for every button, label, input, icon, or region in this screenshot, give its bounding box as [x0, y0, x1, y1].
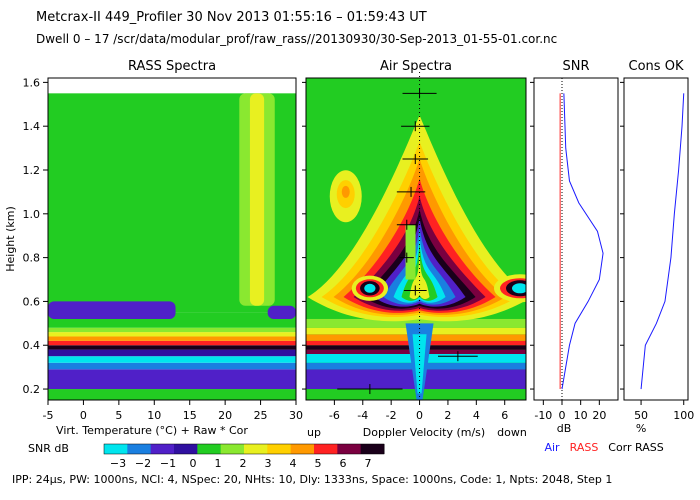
- air-xtick-label: 6: [501, 409, 508, 422]
- rass-xtick-label: 30: [289, 409, 303, 422]
- rass-ytick-label: 1.0: [23, 208, 41, 221]
- colorbar-tick-label: 2: [240, 457, 247, 470]
- rass-ytick-label: 0.8: [23, 252, 41, 265]
- air-xtick-label: 0: [416, 409, 423, 422]
- cons-title: Cons OK: [629, 59, 684, 74]
- snr-series-line: [561, 93, 604, 390]
- colorbar-tick-label: 5: [315, 457, 322, 470]
- header-dwell: Dwell 0 – 17 /scr/data/modular_prof/raw_…: [36, 32, 558, 46]
- rass-frame: [47, 77, 297, 401]
- rass-xtick-label: 15: [183, 409, 197, 422]
- air-frame: [305, 77, 527, 401]
- colorbar-tick-label: 1: [215, 457, 222, 470]
- colorbar-tick-label: 0: [190, 457, 197, 470]
- colorbar-swatch: [197, 444, 222, 454]
- footer-parameters: IPP: 24μs, PW: 1000ns, NCI: 4, NSpec: 20…: [12, 473, 613, 486]
- air-spike-core: [412, 334, 427, 394]
- legend-rass: RASS: [570, 441, 599, 454]
- rass-band: [48, 369, 296, 390]
- air-title: Air Spectra: [380, 59, 452, 74]
- rass-ytick-label: 1.2: [23, 164, 41, 177]
- rass-band: [48, 340, 296, 346]
- colorbar-swatch: [127, 444, 152, 454]
- colorbar-tick-label: 6: [340, 457, 347, 470]
- rass-xtick-label: 0: [80, 409, 87, 422]
- colorbar-label: SNR dB: [28, 442, 69, 455]
- colorbar-swatch: [150, 444, 175, 454]
- air-side-lobe: [512, 283, 526, 294]
- air-upper-blob: [341, 185, 350, 198]
- rass-xtick-label: -5: [43, 409, 54, 422]
- snr-frame: [533, 77, 619, 401]
- rass-xtick-label: 5: [115, 409, 122, 422]
- colorbar-tick-label: 3: [265, 457, 272, 470]
- rass-ytick-label: 1.4: [23, 120, 41, 133]
- colorbar-tick-label: −2: [135, 457, 151, 470]
- colorbar-swatch: [174, 444, 198, 454]
- air-xtick-label: -6: [329, 409, 340, 422]
- rass-ytick-label: 0.6: [23, 295, 41, 308]
- rass-band: [48, 327, 296, 333]
- air-xlabel-down: down: [497, 426, 527, 439]
- rass-title: RASS Spectra: [128, 59, 216, 74]
- cons-xtick-label: 50: [634, 409, 648, 422]
- rass-ytick-label: 0.4: [23, 339, 41, 352]
- cons-xlabel: %: [636, 422, 646, 435]
- legend-corr-rass: Corr RASS: [608, 441, 663, 454]
- rass-band: [48, 356, 296, 363]
- colorbar-frame: [103, 443, 385, 455]
- rass-band: [48, 349, 296, 357]
- y-axis-label: Height (km): [4, 206, 17, 272]
- air-side-lobe: [364, 283, 376, 293]
- colorbar-tick-label: 4: [290, 457, 297, 470]
- colorbar-swatch: [314, 444, 338, 454]
- rass-feature: [267, 305, 296, 319]
- colorbar-swatch: [337, 444, 362, 454]
- rass-band: [48, 362, 296, 370]
- rass-xtick-label: 20: [218, 409, 232, 422]
- air-xlabel: Doppler Velocity (m/s): [363, 426, 485, 439]
- rass-band: [48, 389, 296, 400]
- rass-xtick-label: 10: [147, 409, 161, 422]
- air-xtick-label: -4: [357, 409, 368, 422]
- rass-feature: [48, 301, 176, 319]
- snr-xtick-label: -10: [534, 409, 552, 422]
- rass-spectra-field: [48, 93, 296, 400]
- legend-air: Air: [544, 441, 560, 454]
- air-xlabel-up: up: [307, 426, 321, 439]
- colorbar-swatch: [290, 444, 315, 454]
- colorbar-swatch: [220, 444, 245, 454]
- air-xtick-label: 2: [444, 409, 451, 422]
- cons-frame: [623, 77, 689, 401]
- colorbar-swatch: [244, 444, 268, 454]
- cons-series-line: [640, 93, 685, 390]
- colorbar-swatch: [104, 444, 128, 454]
- snr-xtick-label: 0: [559, 409, 566, 422]
- colorbar-swatch: [267, 444, 292, 454]
- colorbar-tick-label: −3: [110, 457, 126, 470]
- air-inner-patch: [405, 224, 416, 280]
- rass-band: [48, 332, 296, 337]
- header-title: Metcrax-II 449_Profiler 30 Nov 2013 01:5…: [36, 10, 427, 25]
- rass-ytick-label: 1.6: [23, 76, 41, 89]
- snr-xtick-label: 20: [592, 409, 606, 422]
- cons-xtick-label: 100: [673, 409, 694, 422]
- rass-xlabel: Virt. Temperature (°C) + Raw * Cor: [56, 424, 248, 437]
- colorbar-swatch: [360, 444, 385, 454]
- air-contour: [409, 251, 430, 300]
- snr-xlabel: dB: [557, 422, 572, 435]
- rass-feature: [249, 93, 265, 306]
- rass-ytick-label: 0.2: [23, 383, 41, 396]
- colorbar-tick-label: 7: [365, 457, 372, 470]
- snr-title: SNR: [562, 59, 589, 74]
- colorbar-tick-label: −1: [160, 457, 176, 470]
- snr-xtick-label: 10: [574, 409, 588, 422]
- rass-band: [48, 336, 296, 341]
- air-xtick-label: 4: [473, 409, 480, 422]
- rass-xtick-label: 25: [254, 409, 268, 422]
- air-xtick-label: -2: [386, 409, 397, 422]
- rass-band: [48, 345, 296, 350]
